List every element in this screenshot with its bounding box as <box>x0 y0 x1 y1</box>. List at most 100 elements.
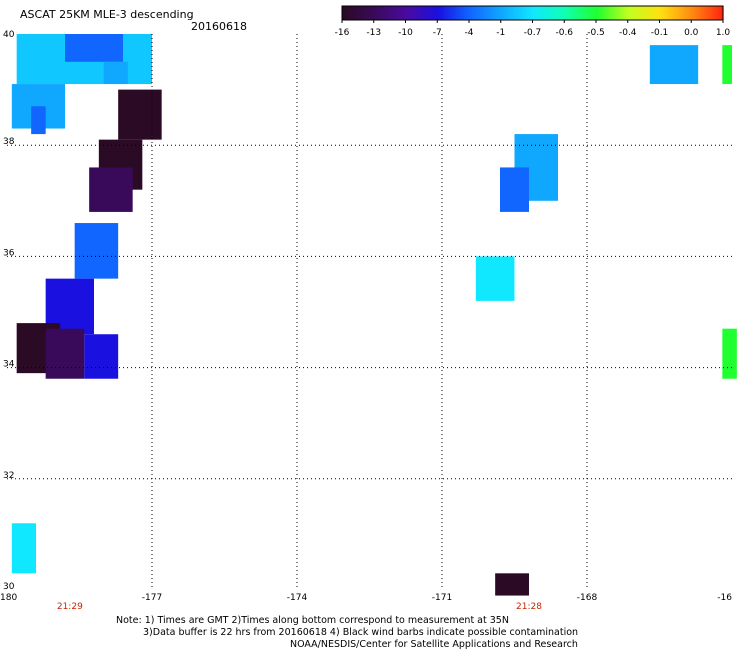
colorbar-segment-199 <box>721 6 724 20</box>
colorbar-segment-76 <box>486 6 490 20</box>
colorbar-segment-93 <box>519 6 522 20</box>
colorbar-segment-14 <box>368 6 372 20</box>
colorbar-segment-73 <box>481 6 484 20</box>
colorbar-segment-180 <box>684 6 688 20</box>
product-title: ASCAT 25KM MLE-3 descending <box>20 8 194 21</box>
colorbar-segment-146 <box>620 6 623 20</box>
data-cell-19 <box>722 328 737 379</box>
colorbar-segment-1 <box>343 6 347 20</box>
colorbar-segment-113 <box>557 6 560 20</box>
colorbar-segment-24 <box>387 6 391 20</box>
colorbar-segment-19 <box>378 6 381 20</box>
colorbar-segment-125 <box>580 6 583 20</box>
data-cell-5 <box>118 89 162 140</box>
colorbar-segment-192 <box>707 6 711 20</box>
colorbar-segment-3 <box>347 6 351 20</box>
colorbar-segment-142 <box>612 6 616 20</box>
colorbar-segment-44 <box>425 6 429 20</box>
data-cell-2 <box>103 61 128 85</box>
colorbar-segment-7 <box>355 6 358 20</box>
note-line-2: 3)Data buffer is 22 hrs from 20160618 4)… <box>143 627 579 638</box>
colorbar-segment-118 <box>566 6 570 20</box>
time-label-0: 21:29 <box>57 602 83 612</box>
colorbar-label-12: 1.0 <box>716 28 731 38</box>
colorbar-segment-184 <box>692 6 696 20</box>
colorbar-label-9: -0.4 <box>619 28 637 38</box>
colorbar-segment-151 <box>629 6 633 20</box>
colorbar-segment-193 <box>709 6 713 20</box>
colorbar-segment-34 <box>406 6 410 20</box>
colorbar-segment-174 <box>673 6 676 20</box>
colorbar-segment-144 <box>616 6 619 20</box>
lon-label--180: -180 <box>0 593 17 603</box>
colorbar-segment-51 <box>439 6 442 20</box>
colorbar-segment-133 <box>595 6 598 20</box>
colorbar-segment-8 <box>357 6 360 20</box>
lon-label--16: -16 <box>717 593 732 603</box>
colorbar-segment-60 <box>456 6 459 20</box>
colorbar-segment-42 <box>422 6 425 20</box>
colorbar-segment-106 <box>543 6 547 20</box>
colorbar-label-8: -0.5 <box>587 28 605 38</box>
colorbar-segment-68 <box>471 6 475 20</box>
colorbar-segment-38 <box>414 6 417 20</box>
colorbar-segment-64 <box>463 6 467 20</box>
colorbar-segment-89 <box>511 6 515 20</box>
colorbar-segment-198 <box>719 6 722 20</box>
time-label-1: 21:28 <box>516 602 542 612</box>
colorbar-segment-116 <box>562 6 566 20</box>
data-cell-13 <box>11 523 37 574</box>
colorbar-segment-69 <box>473 6 476 20</box>
colorbar-segment-155 <box>637 6 640 20</box>
colorbar-segment-196 <box>715 6 718 20</box>
colorbar-segment-92 <box>517 6 520 20</box>
colorbar-segment-61 <box>458 6 461 20</box>
colorbar-segment-36 <box>410 6 414 20</box>
colorbar-segment-10 <box>361 6 364 20</box>
colorbar-segment-33 <box>404 6 408 20</box>
colorbar-segment-197 <box>717 6 720 20</box>
colorbar-segment-95 <box>522 6 526 20</box>
colorbar-segment-30 <box>399 6 402 20</box>
colorbar-segment-179 <box>682 6 686 20</box>
colorbar-segment-37 <box>412 6 415 20</box>
colorbar-segment-147 <box>622 6 625 20</box>
colorbar-segment-25 <box>389 6 393 20</box>
colorbar-segment-18 <box>376 6 379 20</box>
note-line-1: Note: 1) Times are GMT 2)Times along bot… <box>116 615 509 626</box>
colorbar-segment-148 <box>623 6 627 20</box>
colorbar-segment-159 <box>644 6 648 20</box>
lat-label-34: 34 <box>3 360 15 370</box>
colorbar-segment-120 <box>570 6 574 20</box>
colorbar-segment-172 <box>669 6 673 20</box>
colorbar-segment-126 <box>582 6 585 20</box>
colorbar-segment-63 <box>462 6 465 20</box>
colorbar-segment-45 <box>427 6 431 20</box>
colorbar-segment-154 <box>635 6 638 20</box>
colorbar-segment-171 <box>667 6 671 20</box>
data-cell-1 <box>65 34 123 62</box>
colorbar-segment-161 <box>648 6 652 20</box>
colorbar-segment-83 <box>500 6 503 20</box>
colorbar-segment-150 <box>627 6 631 20</box>
lon-label--177: -177 <box>142 593 162 603</box>
colorbar-label-1: -13 <box>366 28 381 38</box>
lon-label--174: -174 <box>287 593 308 603</box>
colorbar-segment-62 <box>460 6 463 20</box>
colorbar-segment-13 <box>366 6 370 20</box>
colorbar-segment-190 <box>703 6 707 20</box>
colorbar-segment-66 <box>467 6 471 20</box>
colorbar-segment-87 <box>507 6 511 20</box>
colorbar-segment-107 <box>545 6 549 20</box>
colorbar-segment-103 <box>538 6 541 20</box>
colorbar-segment-4 <box>349 6 353 20</box>
colorbar-segment-186 <box>696 6 699 20</box>
colorbar-segment-72 <box>479 6 482 20</box>
colorbar-segment-117 <box>564 6 568 20</box>
colorbar-segment-43 <box>423 6 427 20</box>
colorbar-segment-96 <box>524 6 528 20</box>
colorbar-segment-182 <box>688 6 692 20</box>
colorbar-segment-167 <box>660 6 663 20</box>
lat-label-40: 40 <box>3 30 15 40</box>
